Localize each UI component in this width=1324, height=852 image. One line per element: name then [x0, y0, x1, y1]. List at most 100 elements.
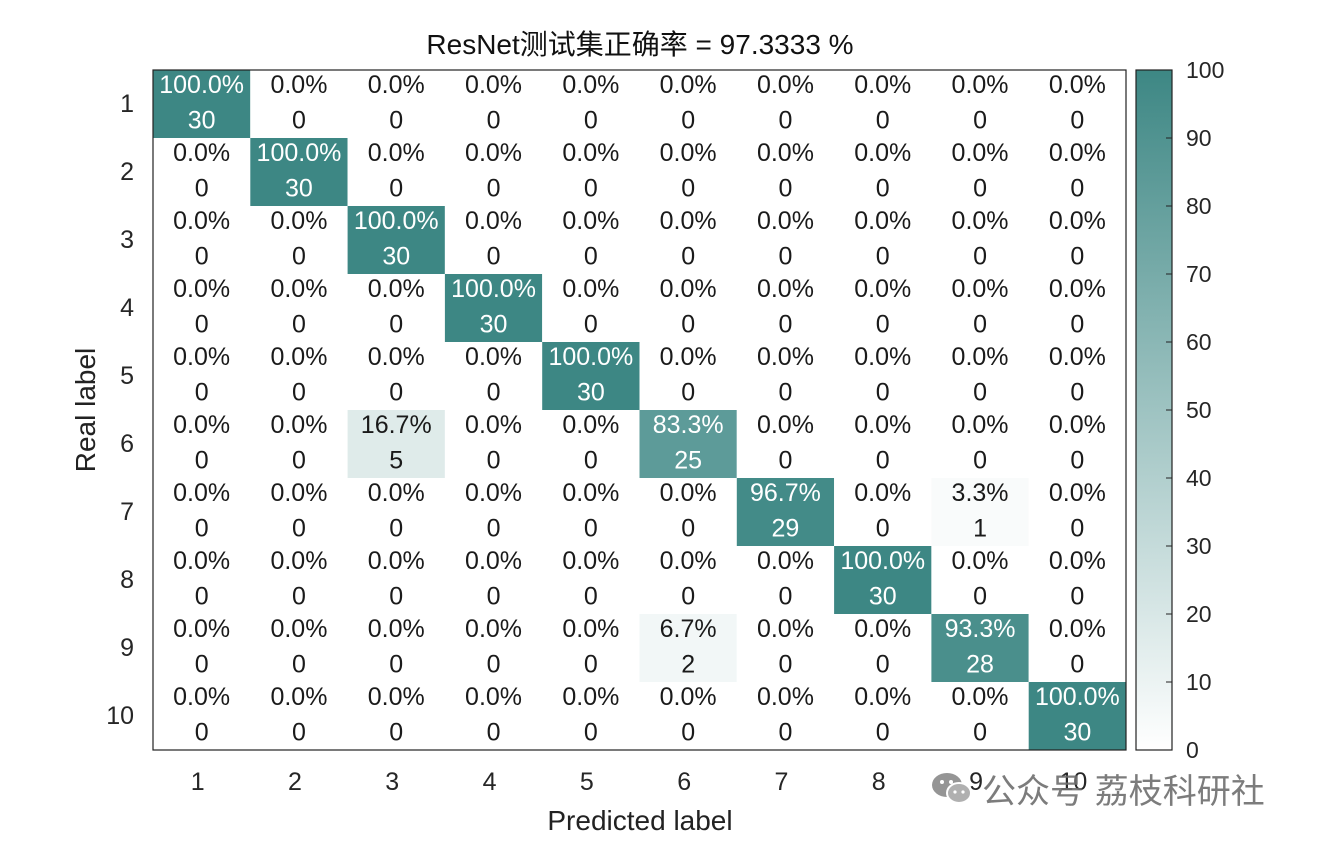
- heatmap-cell: 0.0% 0: [931, 206, 1029, 274]
- cell-background: [736, 478, 835, 546]
- cell-count: 0: [778, 242, 792, 270]
- cell-percent: 0.0%: [465, 547, 522, 575]
- cell-percent: 0.0%: [757, 139, 814, 167]
- y-tick-label: 4: [120, 294, 134, 322]
- cell-percent: 0.0%: [854, 683, 911, 711]
- cell-count: 30: [480, 310, 508, 338]
- cell-background: [250, 138, 348, 206]
- cell-background: [736, 614, 835, 682]
- cell-percent: 0.0%: [854, 615, 911, 643]
- cell-percent: 0.0%: [270, 411, 327, 439]
- cell-percent: 0.0%: [173, 207, 230, 235]
- cell-count: 0: [195, 582, 209, 610]
- heatmap-cell: 0.0% 0: [834, 70, 932, 138]
- cell-percent: 0.0%: [1049, 547, 1106, 575]
- cell-count: 0: [876, 446, 890, 474]
- cell-background: [542, 206, 640, 274]
- cell-count: 0: [876, 174, 890, 202]
- heatmap-cell: 0.0% 0: [834, 274, 932, 342]
- cell-percent: 100.0%: [548, 343, 633, 371]
- cell-percent: 0.0%: [660, 139, 717, 167]
- cell-percent: 0.0%: [368, 139, 425, 167]
- cell-background: [347, 682, 445, 750]
- cell-background: [639, 682, 737, 750]
- heatmap-cell: 96.7% 29: [736, 478, 835, 546]
- heatmap-cell: 0.0% 0: [250, 682, 348, 750]
- cell-count: 0: [389, 106, 403, 134]
- cell-background: [834, 274, 932, 342]
- heatmap-cell: 0.0% 0: [250, 70, 348, 138]
- x-tick-label: 3: [385, 768, 399, 796]
- cell-percent: 93.3%: [945, 615, 1016, 643]
- cell-count: 0: [876, 106, 890, 134]
- cell-background: [444, 614, 543, 682]
- heatmap-cell: 0.0% 0: [250, 410, 348, 478]
- cell-background: [153, 70, 251, 138]
- cell-percent: 0.0%: [952, 411, 1009, 439]
- cell-percent: 0.0%: [465, 139, 522, 167]
- cell-background: [931, 478, 1029, 546]
- cell-percent: 0.0%: [660, 479, 717, 507]
- cell-count: 0: [778, 310, 792, 338]
- cell-count: 0: [973, 242, 987, 270]
- cell-background: [1028, 410, 1126, 478]
- cell-background: [153, 614, 251, 682]
- cell-percent: 0.0%: [1049, 343, 1106, 371]
- cell-background: [542, 410, 640, 478]
- heatmap-cell: 100.0% 30: [1028, 682, 1126, 750]
- cell-percent: 0.0%: [562, 683, 619, 711]
- heatmap-cell: 16.7% 5: [347, 410, 445, 478]
- x-tick-label: 5: [580, 768, 594, 796]
- cell-count: 0: [1070, 174, 1084, 202]
- x-tick-label: 6: [677, 768, 691, 796]
- cell-count: 0: [584, 718, 598, 746]
- cell-count: 25: [674, 446, 702, 474]
- cell-background: [250, 342, 348, 410]
- cell-count: 0: [778, 378, 792, 406]
- cell-background: [736, 342, 835, 410]
- cell-count: 0: [584, 514, 598, 542]
- colorbar-tick-label: 60: [1186, 329, 1212, 355]
- cell-background: [1028, 614, 1126, 682]
- cell-percent: 0.0%: [368, 479, 425, 507]
- heatmap-cell: 0.0% 0: [444, 342, 543, 410]
- cell-count: 0: [973, 378, 987, 406]
- heatmap-cell: 3.3% 1: [931, 478, 1029, 546]
- cell-background: [444, 274, 543, 342]
- cell-count: 0: [973, 174, 987, 202]
- cell-count: 0: [487, 582, 501, 610]
- cell-background: [834, 410, 932, 478]
- y-tick-label: 6: [120, 430, 134, 458]
- heatmap-cell: 0.0% 0: [931, 70, 1029, 138]
- cell-count: 0: [487, 378, 501, 406]
- heatmap-cell: 0.0% 0: [444, 138, 543, 206]
- cell-percent: 0.0%: [660, 275, 717, 303]
- cell-count: 0: [584, 650, 598, 678]
- cell-percent: 0.0%: [757, 207, 814, 235]
- cell-percent: 6.7%: [660, 615, 717, 643]
- cell-background: [444, 546, 543, 614]
- cell-count: 0: [584, 242, 598, 270]
- cell-background: [347, 274, 445, 342]
- heatmap-cell: 100.0% 30: [153, 70, 251, 138]
- cell-percent: 0.0%: [952, 139, 1009, 167]
- cell-background: [639, 70, 737, 138]
- cell-background: [931, 206, 1029, 274]
- cell-background: [250, 274, 348, 342]
- cell-percent: 0.0%: [854, 343, 911, 371]
- cell-count: 0: [876, 718, 890, 746]
- cell-percent: 0.0%: [854, 71, 911, 99]
- heatmap-cell: 0.0% 0: [834, 682, 932, 750]
- heatmap-cell: 0.0% 0: [250, 274, 348, 342]
- heatmap-cell: 0.0% 0: [153, 614, 251, 682]
- cell-count: 0: [778, 174, 792, 202]
- cell-background: [444, 342, 543, 410]
- cell-count: 0: [681, 514, 695, 542]
- cell-count: 0: [876, 650, 890, 678]
- heatmap-cell: 0.0% 0: [1028, 546, 1126, 614]
- cell-count: 0: [389, 514, 403, 542]
- cell-percent: 0.0%: [173, 139, 230, 167]
- cell-background: [1028, 478, 1126, 546]
- heatmap-cell: 6.7% 2: [639, 614, 737, 682]
- cell-count: 0: [1070, 378, 1084, 406]
